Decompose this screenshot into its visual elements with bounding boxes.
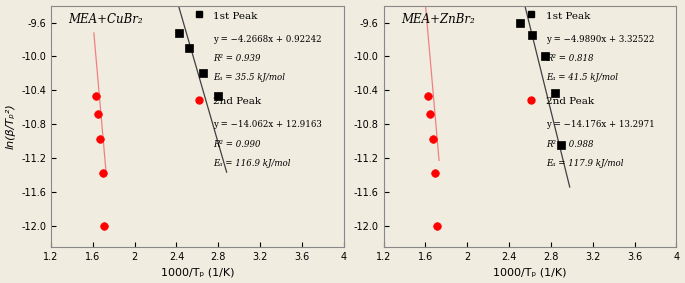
Text: R² = 0.990: R² = 0.990	[214, 140, 261, 149]
Text: Eₐ = 35.5 kJ/mol: Eₐ = 35.5 kJ/mol	[214, 73, 286, 82]
Text: 2nd Peak: 2nd Peak	[214, 97, 262, 106]
Text: y = −4.2668x + 0.92242: y = −4.2668x + 0.92242	[214, 35, 322, 44]
X-axis label: 1000/Τₚ (1/K): 1000/Τₚ (1/K)	[160, 267, 234, 277]
Text: R² = 0.818: R² = 0.818	[546, 54, 594, 63]
Text: 1st Peak: 1st Peak	[214, 12, 258, 21]
Text: y = −14.176x + 13.2971: y = −14.176x + 13.2971	[546, 120, 655, 129]
Text: Eₐ = 41.5 kJ/mol: Eₐ = 41.5 kJ/mol	[546, 73, 618, 82]
Text: y = −14.062x + 12.9163: y = −14.062x + 12.9163	[214, 120, 322, 129]
Text: 1st Peak: 1st Peak	[546, 12, 590, 21]
Y-axis label: ln(β/Τₚ²): ln(β/Τₚ²)	[5, 103, 16, 149]
Text: y = −4.9890x + 3.32522: y = −4.9890x + 3.32522	[546, 35, 654, 44]
Text: R² = 0.988: R² = 0.988	[546, 140, 594, 149]
X-axis label: 1000/Τₚ (1/K): 1000/Τₚ (1/K)	[493, 267, 566, 277]
Text: MEA+CuBr₂: MEA+CuBr₂	[68, 13, 143, 26]
Text: MEA+ZnBr₂: MEA+ZnBr₂	[401, 13, 475, 26]
Text: 2nd Peak: 2nd Peak	[546, 97, 594, 106]
Text: R² = 0.939: R² = 0.939	[214, 54, 261, 63]
Text: Eₐ = 116.9 kJ/mol: Eₐ = 116.9 kJ/mol	[214, 159, 291, 168]
Text: Eₐ = 117.9 kJ/mol: Eₐ = 117.9 kJ/mol	[546, 159, 623, 168]
